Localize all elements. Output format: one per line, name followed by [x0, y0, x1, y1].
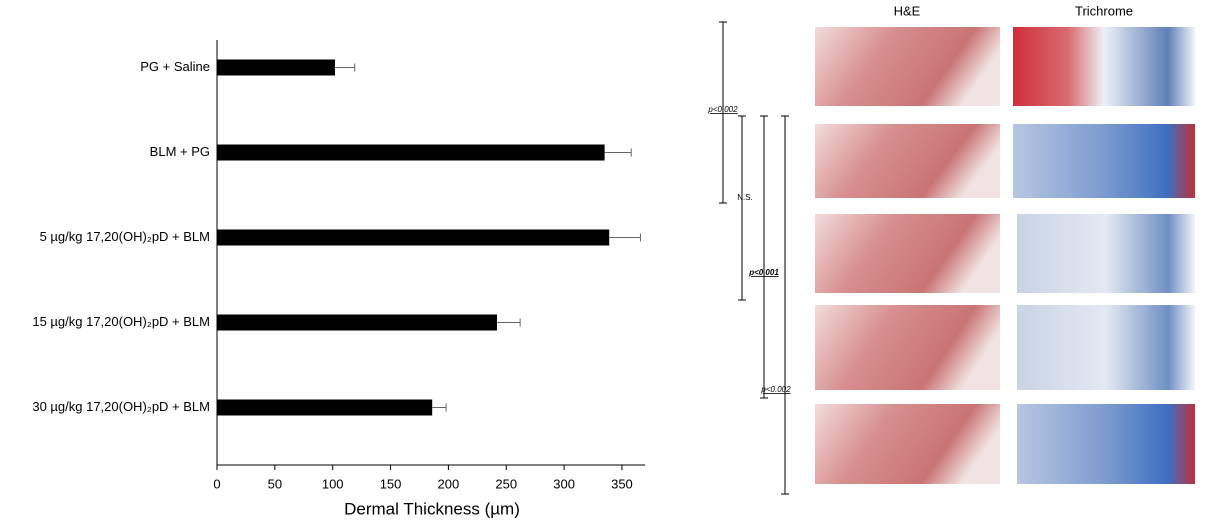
x-tick-label: 0 [213, 476, 220, 491]
trichrome-image [1017, 214, 1195, 293]
x-tick-label: 150 [380, 476, 402, 491]
x-tick-label: 250 [495, 476, 517, 491]
trichrome-image [1013, 124, 1195, 198]
annotation: N.S. [737, 193, 753, 202]
y-tick-label: PG + Saline [140, 59, 210, 74]
y-tick-label: BLM + PG [150, 144, 210, 159]
he-image [815, 124, 1000, 198]
trichrome-image [1013, 27, 1195, 106]
x-tick-label: 350 [611, 476, 633, 491]
bar [217, 229, 610, 246]
annotation: p<0.002 [760, 385, 791, 394]
trichrome-image [1017, 404, 1195, 484]
he-image [815, 27, 1000, 106]
bar [217, 314, 497, 331]
y-tick-label: 30 µg/kg 17,20(OH)₂pD + BLM [32, 399, 210, 414]
x-tick-label: 100 [322, 476, 344, 491]
x-tick-label: 200 [438, 476, 460, 491]
x-tick-label: 50 [268, 476, 282, 491]
he-image [815, 404, 1000, 484]
x-axis-label: Dermal Thickness (µm) [344, 499, 520, 518]
y-tick-label: 15 µg/kg 17,20(OH)₂pD + BLM [32, 314, 210, 329]
significance-brackets [719, 21, 789, 495]
trichrome-image [1017, 305, 1195, 390]
y-tick-label: 5 µg/kg 17,20(OH)₂pD + BLM [40, 229, 210, 244]
bar [217, 144, 605, 161]
histology-panels: H&E Trichrome [815, 3, 1195, 484]
x-tick-label: 300 [553, 476, 575, 491]
panel-title: H&E [894, 3, 921, 18]
bar [217, 59, 336, 76]
he-image [815, 305, 1000, 390]
he-image [815, 214, 1000, 293]
annotation: p<0.002 [707, 105, 738, 114]
panel-title: Trichrome [1075, 3, 1133, 18]
bar [217, 399, 433, 416]
annotation: p<0.001 [748, 268, 779, 277]
